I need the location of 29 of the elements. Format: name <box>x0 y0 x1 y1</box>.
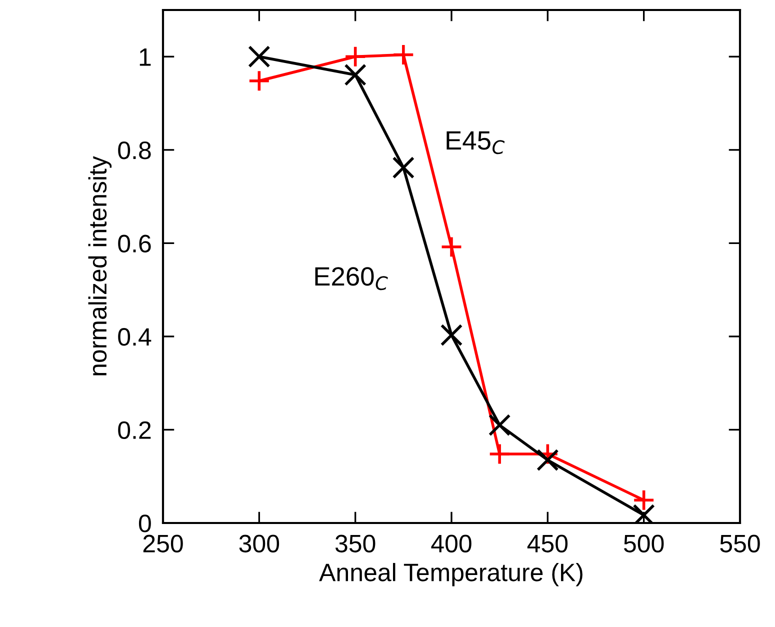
x-tick-label: 250 <box>143 534 183 552</box>
point <box>536 448 559 472</box>
point <box>488 442 511 466</box>
y-tick-label: 0.4 <box>118 328 152 346</box>
y-tick-label: 0.6 <box>118 234 151 252</box>
point <box>344 64 366 86</box>
x-tick-label: 550 <box>720 534 760 552</box>
y-tick-label: 0.8 <box>118 142 151 160</box>
point <box>440 324 463 346</box>
x-tick-label: 450 <box>527 534 568 552</box>
x-axis-title: Anneal Temperature (K) <box>319 562 582 586</box>
x-tick-label: 300 <box>239 534 280 552</box>
point <box>488 414 511 436</box>
series-label: E45$_{C}$ <box>446 131 505 154</box>
point <box>344 46 366 68</box>
y-tick-label: 0 <box>138 514 151 532</box>
x-tick-label: 500 <box>624 534 664 552</box>
x-tick-label: 400 <box>431 534 472 552</box>
point <box>248 46 270 68</box>
point <box>392 44 415 66</box>
point <box>632 489 655 512</box>
y-tick-label: 1 <box>140 48 151 66</box>
x-tick-label: 350 <box>335 534 376 552</box>
point <box>392 156 415 179</box>
y-tick-label: 0.2 <box>118 421 151 440</box>
y-axis-title: normalized intensity <box>88 156 112 376</box>
series-label: E260$_{C}$ <box>315 267 388 290</box>
point <box>248 70 270 92</box>
point <box>440 236 463 258</box>
